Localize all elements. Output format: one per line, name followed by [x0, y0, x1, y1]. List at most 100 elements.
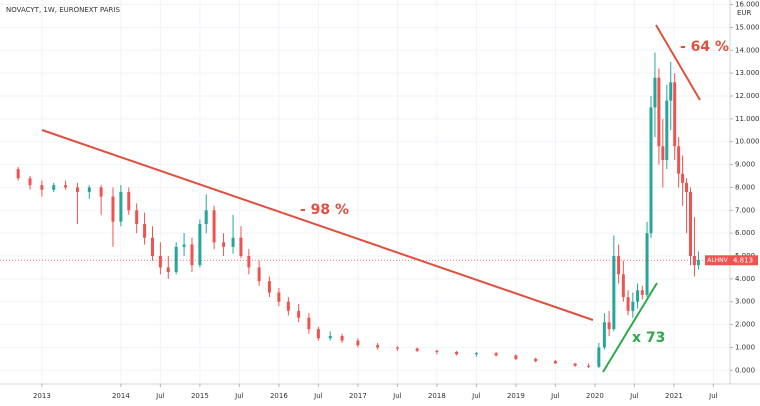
x-tick-label: Jul: [471, 392, 481, 400]
candle-body: [190, 244, 194, 266]
candle-body: [119, 192, 123, 222]
candle-body: [99, 187, 103, 197]
x-tick-label: Jul: [392, 392, 402, 400]
candle-body: [435, 350, 439, 352]
candle-body: [677, 146, 681, 174]
trend-line: [602, 282, 658, 373]
candle-body: [688, 192, 692, 256]
candle-body: [340, 336, 344, 341]
y-tick-label: 14.000: [735, 46, 760, 54]
candle-body: [631, 301, 635, 311]
candle-body: [653, 77, 657, 108]
y-tick-label: 8.000: [735, 183, 755, 191]
candle-body: [607, 322, 611, 330]
candle-body: [328, 336, 332, 339]
candle-body: [222, 242, 226, 247]
candle-body: [673, 82, 677, 147]
x-tick-label: 2017: [349, 392, 367, 400]
symbol-label: ALHNV: [707, 257, 728, 264]
candle-body: [316, 329, 320, 339]
x-tick-label: Jul: [629, 392, 639, 400]
y-tick-label: 4.000: [735, 275, 755, 283]
candle-body: [16, 169, 20, 179]
candle-body: [621, 274, 625, 298]
candle-body: [257, 267, 261, 282]
candle-body: [640, 290, 644, 295]
candle-body: [455, 352, 459, 355]
candle-body: [158, 256, 162, 268]
candle-body: [692, 256, 696, 266]
x-tick-label: 2014: [112, 392, 130, 400]
candle-body: [587, 365, 591, 367]
symbol-tag: [705, 255, 730, 266]
currency-label: EUR: [737, 9, 752, 17]
candle-body: [681, 173, 685, 183]
candle-body: [597, 347, 601, 367]
candle-body: [649, 107, 653, 234]
candle-body: [75, 187, 79, 192]
candle-body: [356, 340, 360, 346]
x-tick-label: Jul: [708, 392, 718, 400]
candle-body: [376, 345, 380, 348]
candle-body: [64, 185, 68, 188]
candle-body: [474, 353, 478, 355]
price-tag: [730, 255, 758, 266]
candle-body: [239, 237, 243, 256]
y-tick-label: 9.000: [735, 161, 755, 169]
y-tick-label: 6.000: [735, 229, 755, 237]
candle-body: [286, 301, 290, 311]
candle-body: [111, 196, 115, 222]
x-tick-label: Jul: [234, 392, 244, 400]
y-tick-label: 13.000: [735, 69, 760, 77]
candle-body: [150, 237, 154, 256]
y-tick-label: 2.000: [735, 321, 755, 329]
candle-body: [665, 100, 669, 160]
candle-body: [174, 246, 178, 272]
y-tick-label: 1.000: [735, 343, 755, 351]
x-tick-label: Jul: [550, 392, 560, 400]
candle-body: [127, 192, 131, 211]
candle-body: [573, 363, 577, 366]
candle-body: [602, 322, 606, 348]
candle-body: [40, 185, 44, 190]
y-tick-label: 0.000: [735, 366, 755, 374]
candle-body: [553, 361, 557, 364]
candle-body: [231, 237, 235, 247]
candle-body: [87, 187, 91, 192]
candle-body: [415, 348, 419, 351]
candle-body: [494, 353, 498, 356]
annotation: - 98 %: [300, 202, 349, 218]
y-tick-label: 16.000: [735, 1, 760, 9]
y-tick-label: 11.000: [735, 115, 760, 123]
candle-body: [247, 256, 251, 268]
candle-body: [669, 82, 673, 101]
candle-body: [514, 355, 518, 359]
candle-body: [212, 210, 216, 243]
candle-body: [28, 178, 32, 186]
price-label: 4.813: [733, 256, 753, 264]
candle-body: [395, 347, 399, 349]
candle-body: [617, 256, 621, 275]
candle-body: [204, 210, 208, 224]
x-tick-label: 2018: [428, 392, 446, 400]
x-tick-label: 2013: [33, 392, 51, 400]
annotation: - 64 %: [680, 39, 729, 55]
candle-body: [307, 317, 311, 330]
x-tick-label: 2016: [270, 392, 288, 400]
candle-body: [612, 256, 616, 330]
candle-body: [143, 224, 147, 238]
candle-body: [696, 260, 700, 266]
candle-body: [661, 146, 665, 160]
candle-body: [52, 185, 56, 190]
candle-body: [297, 310, 301, 318]
x-tick-label: 2015: [191, 392, 209, 400]
candle-body: [267, 281, 271, 293]
candles: [16, 52, 700, 368]
candle-body: [657, 77, 661, 147]
candle-body: [135, 210, 139, 224]
x-tick-label: 2020: [586, 392, 604, 400]
trend-line: [655, 24, 701, 101]
candle-body: [626, 297, 630, 311]
